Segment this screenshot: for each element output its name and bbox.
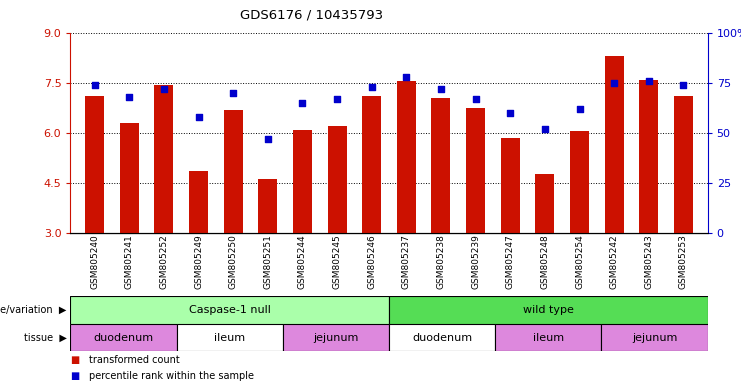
Bar: [605, 56, 624, 233]
Bar: [154, 84, 173, 233]
Text: GSM805252: GSM805252: [159, 235, 168, 290]
Point: [643, 78, 655, 84]
Point: [505, 110, 516, 116]
Bar: [466, 108, 485, 233]
Bar: [85, 96, 104, 233]
Point: [608, 80, 620, 86]
Text: genotype/variation  ▶: genotype/variation ▶: [0, 305, 67, 315]
Text: GSM805244: GSM805244: [298, 235, 307, 289]
Point: [158, 86, 170, 92]
Bar: [259, 179, 277, 233]
Text: GSM805253: GSM805253: [679, 235, 688, 290]
Bar: [535, 174, 554, 233]
Text: GDS6176 / 10435793: GDS6176 / 10435793: [239, 8, 383, 22]
Point: [677, 82, 689, 88]
Text: GSM805249: GSM805249: [194, 235, 203, 290]
Text: GSM805241: GSM805241: [124, 235, 134, 290]
Text: duodenum: duodenum: [93, 333, 153, 343]
Text: GSM805251: GSM805251: [263, 235, 272, 290]
Text: GSM805247: GSM805247: [506, 235, 515, 290]
Bar: [120, 123, 139, 233]
Bar: [501, 138, 519, 233]
Text: GSM805254: GSM805254: [575, 235, 584, 290]
Bar: [389, 324, 495, 351]
Bar: [389, 296, 708, 324]
Point: [470, 96, 482, 102]
Point: [89, 82, 101, 88]
Bar: [70, 324, 176, 351]
Text: GSM805246: GSM805246: [368, 235, 376, 290]
Point: [331, 96, 343, 102]
Point: [193, 114, 205, 120]
Bar: [674, 96, 693, 233]
Bar: [224, 109, 243, 233]
Point: [296, 100, 308, 106]
Bar: [397, 81, 416, 233]
Point: [435, 86, 447, 92]
Point: [227, 90, 239, 96]
Bar: [570, 131, 589, 233]
Bar: [176, 324, 283, 351]
Bar: [639, 79, 658, 233]
Text: GSM805248: GSM805248: [540, 235, 549, 290]
Bar: [283, 324, 389, 351]
Text: wild type: wild type: [523, 305, 574, 315]
Bar: [293, 129, 312, 233]
Text: jejunum: jejunum: [632, 333, 677, 343]
Text: ileum: ileum: [533, 333, 564, 343]
Point: [366, 84, 378, 90]
Point: [123, 94, 135, 100]
Text: GSM805240: GSM805240: [90, 235, 99, 290]
Bar: [70, 296, 389, 324]
Text: ileum: ileum: [214, 333, 245, 343]
Text: GSM805250: GSM805250: [229, 235, 238, 290]
Bar: [495, 324, 602, 351]
Point: [400, 74, 412, 80]
Bar: [328, 126, 347, 233]
Bar: [362, 96, 381, 233]
Bar: [431, 98, 451, 233]
Bar: [602, 324, 708, 351]
Text: GSM805239: GSM805239: [471, 235, 480, 290]
Point: [539, 126, 551, 132]
Text: ■: ■: [70, 354, 79, 364]
Text: duodenum: duodenum: [412, 333, 472, 343]
Point: [574, 106, 585, 112]
Text: transformed count: transformed count: [89, 354, 179, 364]
Text: ■: ■: [70, 371, 79, 381]
Text: tissue  ▶: tissue ▶: [24, 333, 67, 343]
Text: GSM805237: GSM805237: [402, 235, 411, 290]
Text: percentile rank within the sample: percentile rank within the sample: [89, 371, 254, 381]
Text: GSM805243: GSM805243: [644, 235, 654, 290]
Bar: [189, 171, 208, 233]
Text: GSM805245: GSM805245: [333, 235, 342, 290]
Text: GSM805242: GSM805242: [610, 235, 619, 289]
Text: Caspase-1 null: Caspase-1 null: [189, 305, 270, 315]
Point: [262, 136, 273, 142]
Text: GSM805238: GSM805238: [436, 235, 445, 290]
Text: jejunum: jejunum: [313, 333, 359, 343]
